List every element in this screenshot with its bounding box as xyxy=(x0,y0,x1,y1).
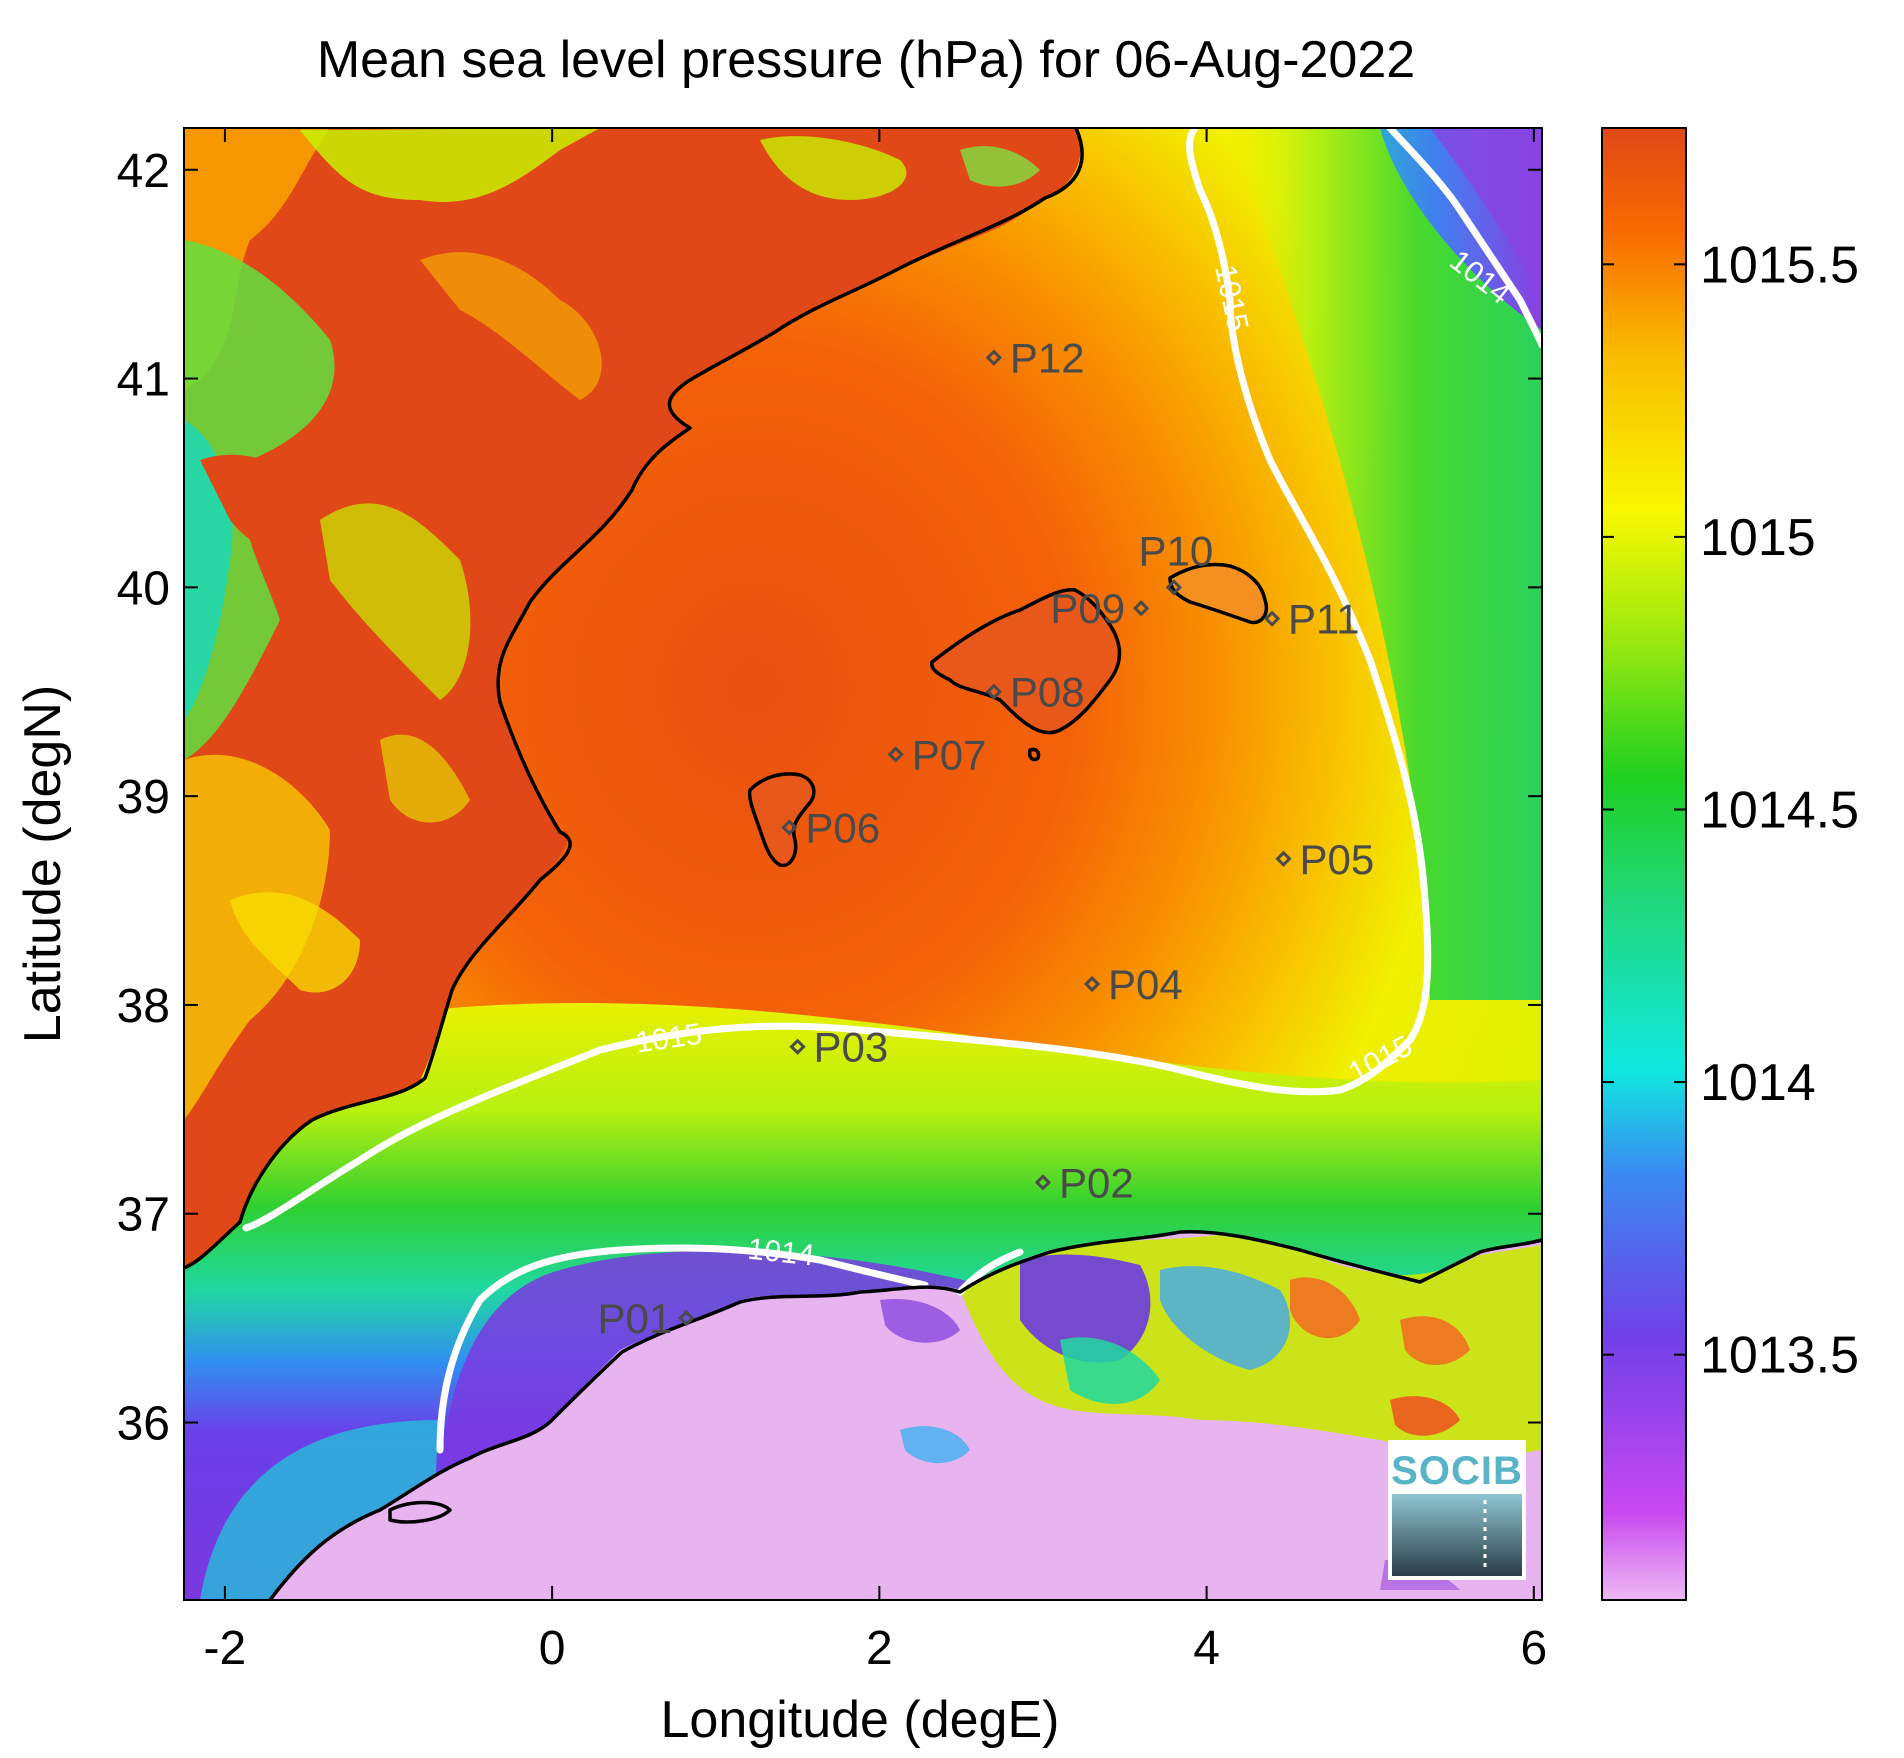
coastlines xyxy=(184,128,1542,1600)
station-marker xyxy=(1083,975,1101,993)
station-marker xyxy=(985,349,1003,366)
contour-lines xyxy=(242,128,1542,1454)
socib-logo: SOCIB xyxy=(1388,1440,1526,1580)
colorbar: 1013.5 1014 1014.5 1015 1015.5 xyxy=(1601,127,1859,1601)
x-axis: -2 0 2 4 6 xyxy=(204,128,1547,1675)
station-label: P09 xyxy=(1050,585,1125,632)
colorbar-ticks: 1013.5 1014 1014.5 1015 1015.5 xyxy=(1602,236,1859,1385)
station-label: P03 xyxy=(814,1024,889,1071)
station-label: P08 xyxy=(1010,669,1085,716)
station-marker xyxy=(678,1310,695,1327)
y-tick-label: 39 xyxy=(117,771,170,824)
station-marker xyxy=(781,819,798,836)
station-label: P11 xyxy=(1288,596,1360,643)
north-africa-land xyxy=(184,1230,1542,1600)
station-marker xyxy=(1133,600,1150,617)
station-marker xyxy=(789,1038,806,1055)
colorbar-tick-label: 1014.5 xyxy=(1700,781,1859,839)
station-marker xyxy=(985,683,1003,700)
y-tick-label: 41 xyxy=(117,354,170,407)
station-marker xyxy=(1275,850,1292,867)
y-axis: 36 37 38 39 40 41 42 xyxy=(117,145,1542,1451)
station-label: P04 xyxy=(1108,961,1183,1008)
station-label: P05 xyxy=(1299,836,1374,883)
station-marker xyxy=(1263,610,1281,627)
colorbar-tick-label: 1014 xyxy=(1700,1054,1816,1112)
y-tick-label: 36 xyxy=(117,1398,170,1451)
station-label: P02 xyxy=(1059,1159,1134,1206)
y-axis-title: Latitude (degN) xyxy=(14,685,72,1043)
x-tick-label: 6 xyxy=(1520,1622,1547,1675)
y-tick-label: 37 xyxy=(117,1189,170,1242)
station-marker xyxy=(887,746,904,763)
x-tick-label: 2 xyxy=(866,1622,893,1675)
station-marker xyxy=(1165,579,1182,596)
colorbar-tick-label: 1015 xyxy=(1700,509,1816,567)
station-marker xyxy=(1034,1174,1052,1191)
y-tick-label: 38 xyxy=(117,980,170,1033)
station-label: P10 xyxy=(1139,527,1214,574)
colorbar-tick-label: 1013.5 xyxy=(1700,1327,1859,1385)
pressure-field: 1015 1015 1015 1014 1014 xyxy=(184,128,1542,1600)
x-tick-label: 0 xyxy=(539,1622,566,1675)
y-tick-label: 42 xyxy=(117,145,170,198)
station-markers: P01 P02 P03 P04 P05 P06 P07 P08 P09 P10 P11 P12 xyxy=(598,335,1375,1342)
x-tick-label: 4 xyxy=(1193,1622,1220,1675)
station-label: P01 xyxy=(598,1295,673,1342)
x-tick-label: -2 xyxy=(204,1622,247,1675)
contour-label-1014-bottom: 1014 xyxy=(746,1233,816,1273)
y-tick-label: 40 xyxy=(117,562,170,615)
map-title: Mean sea level pressure (hPa) for 06-Aug… xyxy=(317,31,1415,89)
socib-logo-text: SOCIB xyxy=(1391,1449,1523,1493)
station-label: P06 xyxy=(805,804,880,851)
iberia-land xyxy=(184,128,1081,1270)
plot-frame xyxy=(183,127,1543,1601)
x-axis-title: Longitude (degE) xyxy=(661,1691,1060,1749)
station-label: P12 xyxy=(1010,335,1085,382)
colorbar-tick-label: 1015.5 xyxy=(1700,236,1859,294)
station-label: P07 xyxy=(912,731,987,778)
